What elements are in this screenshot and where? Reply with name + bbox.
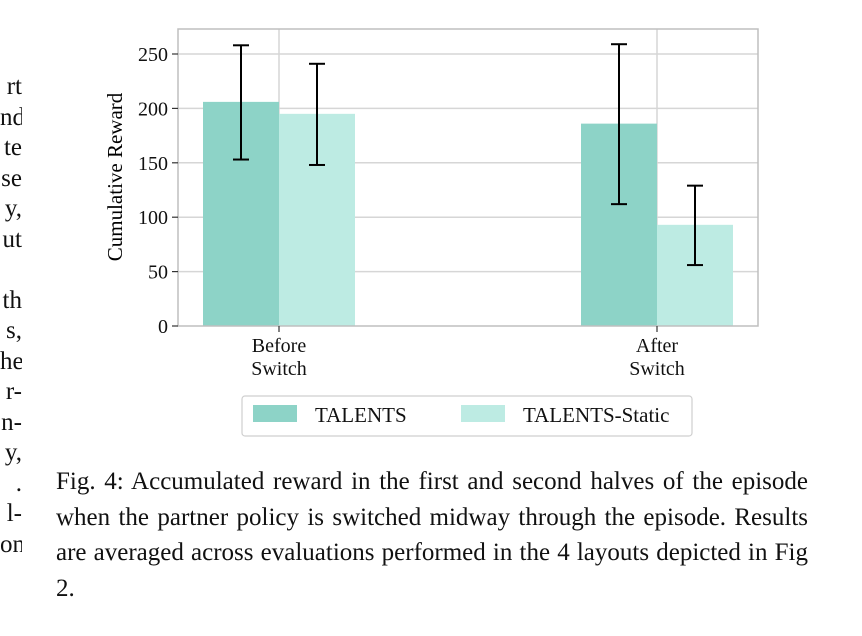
y-tick-label: 100 xyxy=(138,207,168,229)
y-tick-label: 150 xyxy=(138,153,168,175)
legend-swatch xyxy=(253,405,297,422)
adjacent-text-line: . xyxy=(15,469,22,497)
y-tick-label: 50 xyxy=(148,262,168,284)
bars xyxy=(203,101,733,327)
adjacent-text-line: on xyxy=(0,530,22,558)
plot-frame xyxy=(177,28,759,327)
legend: TALENTS TALENTS-Static xyxy=(241,395,693,437)
adjacent-text-line: ut xyxy=(2,225,22,253)
adjacent-text-line: th xyxy=(2,286,22,314)
legend-label: TALENTS xyxy=(315,403,407,427)
legend-swatch xyxy=(461,405,505,422)
x-tick-label: After xyxy=(636,335,679,357)
adjacent-text-line: nd xyxy=(0,103,22,131)
adjacent-text-line: rt xyxy=(6,73,22,100)
y-tick-label: 250 xyxy=(138,44,168,66)
x-tick-label: Switch xyxy=(251,358,307,380)
figure-caption: Fig. 4: Accumulated reward in the first … xyxy=(56,468,808,602)
adjacent-text-line: y, xyxy=(4,439,22,466)
adjacent-text-line: l- xyxy=(6,500,22,527)
adjacent-text-line: s, xyxy=(6,317,22,344)
y-tick-label: 200 xyxy=(138,98,168,120)
y-axis-label: Cumulative Reward xyxy=(103,92,127,261)
adjacent-text-line: y, xyxy=(4,195,22,222)
legend-label: TALENTS-Static xyxy=(523,403,669,427)
x-tick-label: Switch xyxy=(629,358,685,380)
adjacent-column-text: rt nd te se y, ut th s, he r-n-y,. l-on xyxy=(0,72,22,560)
adjacent-text-line: se xyxy=(1,164,22,192)
error-bars xyxy=(233,43,703,267)
adjacent-text-line: te xyxy=(3,134,22,161)
adjacent-text-line: r- xyxy=(5,378,22,405)
adjacent-text-line: he xyxy=(0,347,22,375)
adjacent-text-line: n- xyxy=(1,408,22,436)
x-tick-label: Before xyxy=(252,335,307,357)
y-tick-label: 0 xyxy=(158,316,168,338)
